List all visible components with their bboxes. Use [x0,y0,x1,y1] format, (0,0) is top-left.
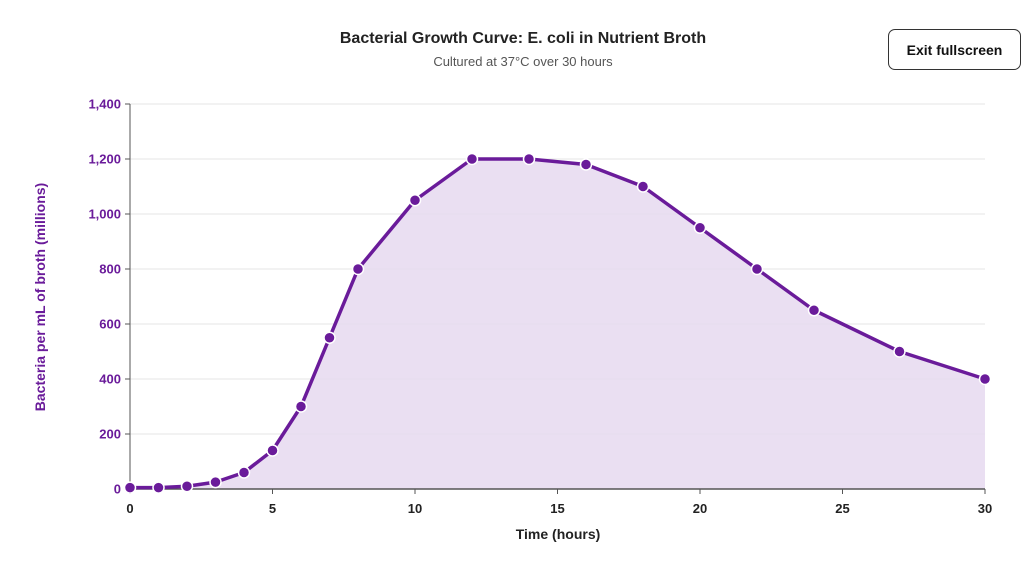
y-tick-label: 600 [99,317,121,332]
data-points [123,152,992,494]
x-tick-label: 15 [550,501,564,516]
x-tick-label: 5 [269,501,276,516]
x-tick-label: 25 [835,501,849,516]
data-point[interactable] [294,400,308,413]
data-point[interactable] [807,304,821,317]
data-point[interactable] [408,194,422,207]
axes [125,103,986,494]
x-tick-label: 0 [126,501,133,516]
y-tick-label: 200 [99,427,121,442]
chart-subtitle: Cultured at 37°C over 30 hours [433,54,613,69]
data-point[interactable] [465,152,479,166]
data-point[interactable] [237,466,251,479]
chart-title: Bacterial Growth Curve: E. coli in Nutri… [339,30,707,47]
data-point[interactable] [123,481,137,494]
data-point[interactable] [522,152,536,166]
x-tick-label: 20 [693,501,707,516]
data-point[interactable] [266,444,279,457]
exit-fullscreen-button[interactable]: Exit fullscreen [888,29,1021,70]
data-point[interactable] [209,475,222,489]
x-tick-label: 30 [978,501,992,516]
y-axis-label: Bacteria per mL of broth (millions) [32,183,48,411]
y-tick-label: 1,400 [88,97,121,112]
area-fill [130,159,985,489]
y-tick-label: 800 [99,262,121,277]
y-tick-label: 1,000 [88,207,121,222]
data-point[interactable] [893,345,906,358]
y-tick-labels: 0 200 400 600 800 1,000 1,200 1,400 [88,97,121,497]
data-point[interactable] [978,372,992,386]
x-axis-label: Time (hours) [516,526,601,542]
x-tick-labels: 0 5 10 15 20 25 30 [126,501,992,516]
y-tick-label: 1,200 [88,152,121,167]
x-tick-label: 10 [408,501,422,516]
y-tick-label: 400 [99,372,121,387]
y-tick-label: 0 [114,482,121,497]
data-point[interactable] [180,480,194,493]
data-point[interactable] [750,262,764,276]
data-point[interactable] [323,331,336,344]
data-point[interactable] [579,158,593,171]
data-point[interactable] [636,180,650,193]
data-point[interactable] [693,221,707,234]
data-point[interactable] [351,262,365,276]
data-point[interactable] [152,481,165,494]
